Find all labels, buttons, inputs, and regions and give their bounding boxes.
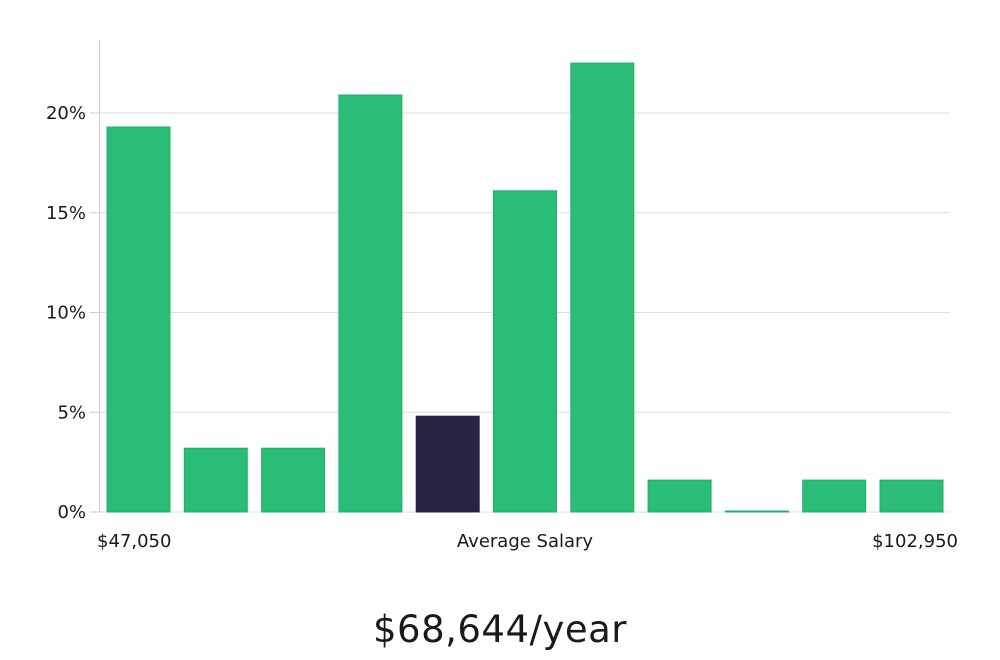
x-axis-start-label: $47,050: [97, 531, 171, 552]
x-axis-title: Average Salary: [457, 531, 594, 552]
bar: [724, 510, 789, 513]
bar-highlighted: [415, 415, 480, 513]
salary-histogram-chart: 0% 5% 10% 15% 20% $47,050 Average Salary $10…: [46, 40, 958, 552]
bar: [261, 447, 326, 513]
y-axis-ticks: 0% 5% 10% 15% 20%: [46, 103, 99, 523]
bar: [879, 479, 944, 513]
y-tick-label: 15%: [46, 203, 86, 224]
y-tick-label: 10%: [46, 303, 86, 324]
y-tick-label: 0%: [57, 502, 86, 523]
x-axis-end-label: $102,950: [872, 531, 958, 552]
y-tick-label: 5%: [57, 402, 86, 423]
average-salary-headline: $68,644/year: [372, 608, 627, 651]
bar: [570, 62, 635, 513]
bar: [802, 479, 867, 513]
bar: [647, 479, 712, 513]
bars: [106, 62, 944, 513]
bar: [338, 94, 403, 513]
y-tick-label: 20%: [46, 103, 86, 124]
bar: [493, 190, 557, 513]
bar: [106, 126, 171, 513]
bar: [183, 447, 248, 513]
